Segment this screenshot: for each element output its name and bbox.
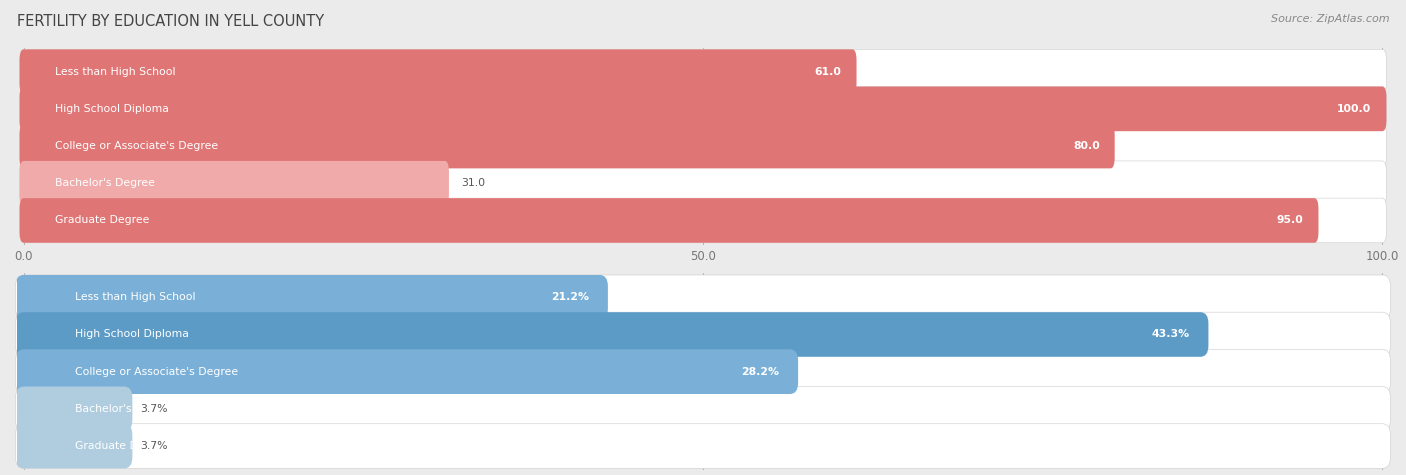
Text: 28.2%: 28.2% [741,367,779,377]
Text: 31.0: 31.0 [461,178,485,188]
FancyBboxPatch shape [20,198,1386,243]
FancyBboxPatch shape [15,275,607,320]
Text: College or Associate's Degree: College or Associate's Degree [76,367,239,377]
FancyBboxPatch shape [20,161,1386,206]
Text: FERTILITY BY EDUCATION IN YELL COUNTY: FERTILITY BY EDUCATION IN YELL COUNTY [17,14,323,29]
Text: Less than High School: Less than High School [55,66,176,76]
Text: 3.7%: 3.7% [141,441,167,451]
Text: 80.0: 80.0 [1073,141,1099,151]
FancyBboxPatch shape [20,161,449,206]
Text: Graduate Degree: Graduate Degree [76,441,170,451]
Text: 95.0: 95.0 [1277,216,1303,226]
Text: Graduate Degree: Graduate Degree [55,216,149,226]
FancyBboxPatch shape [15,312,1391,357]
FancyBboxPatch shape [20,86,1386,131]
Text: 43.3%: 43.3% [1152,330,1189,340]
FancyBboxPatch shape [20,49,856,94]
Text: Bachelor's Degree: Bachelor's Degree [76,404,176,414]
FancyBboxPatch shape [15,387,132,431]
FancyBboxPatch shape [15,424,132,468]
Text: Less than High School: Less than High School [76,292,195,302]
FancyBboxPatch shape [15,312,1208,357]
Text: 61.0: 61.0 [814,66,842,76]
FancyBboxPatch shape [20,86,1386,131]
FancyBboxPatch shape [20,198,1319,243]
FancyBboxPatch shape [20,124,1115,168]
FancyBboxPatch shape [15,387,1391,431]
Text: 21.2%: 21.2% [551,292,589,302]
Text: College or Associate's Degree: College or Associate's Degree [55,141,218,151]
Text: Source: ZipAtlas.com: Source: ZipAtlas.com [1271,14,1389,24]
Text: 3.7%: 3.7% [141,404,167,414]
FancyBboxPatch shape [20,124,1386,168]
Text: Bachelor's Degree: Bachelor's Degree [55,178,155,188]
FancyBboxPatch shape [15,350,799,394]
Text: High School Diploma: High School Diploma [55,104,169,114]
Text: 100.0: 100.0 [1337,104,1371,114]
FancyBboxPatch shape [20,49,1386,94]
FancyBboxPatch shape [15,275,1391,320]
FancyBboxPatch shape [15,424,1391,468]
FancyBboxPatch shape [15,350,1391,394]
Text: High School Diploma: High School Diploma [76,330,190,340]
